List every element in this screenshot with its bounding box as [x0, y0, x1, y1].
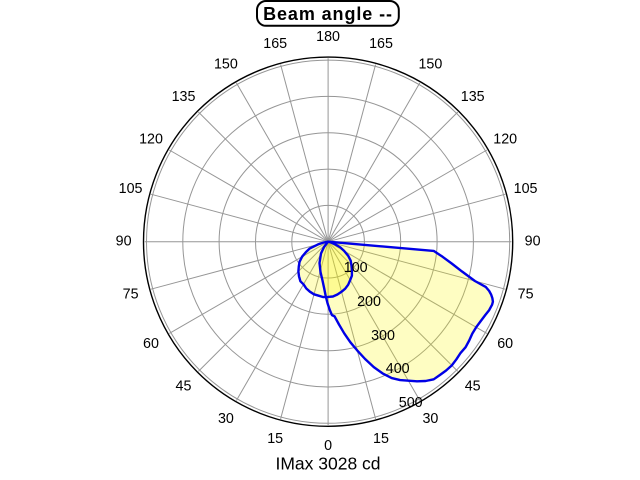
svg-text:100: 100 — [344, 260, 368, 276]
svg-text:IMax 3028 cd: IMax 3028 cd — [275, 454, 380, 474]
svg-text:0: 0 — [324, 438, 332, 454]
svg-text:90: 90 — [116, 234, 132, 250]
svg-text:30: 30 — [218, 411, 234, 427]
svg-text:75: 75 — [518, 287, 534, 303]
svg-text:150: 150 — [214, 57, 238, 73]
svg-text:90: 90 — [525, 234, 541, 250]
svg-text:120: 120 — [493, 132, 517, 148]
svg-text:400: 400 — [386, 361, 410, 377]
svg-text:45: 45 — [176, 378, 192, 394]
svg-text:135: 135 — [172, 89, 196, 105]
svg-text:120: 120 — [139, 132, 163, 148]
svg-text:135: 135 — [461, 89, 485, 105]
svg-text:60: 60 — [497, 336, 513, 352]
svg-text:105: 105 — [514, 181, 538, 197]
svg-text:15: 15 — [267, 431, 283, 447]
svg-text:500: 500 — [399, 395, 423, 411]
svg-text:150: 150 — [418, 57, 442, 73]
svg-text:Beam angle --: Beam angle -- — [263, 4, 393, 24]
svg-text:75: 75 — [123, 287, 139, 303]
svg-text:165: 165 — [263, 36, 287, 52]
svg-text:300: 300 — [371, 328, 395, 344]
svg-text:15: 15 — [373, 431, 389, 447]
svg-text:30: 30 — [422, 411, 438, 427]
svg-text:105: 105 — [119, 181, 143, 197]
svg-text:45: 45 — [465, 378, 481, 394]
svg-text:165: 165 — [369, 36, 393, 52]
svg-text:200: 200 — [357, 294, 381, 310]
svg-text:60: 60 — [143, 336, 159, 352]
svg-text:180: 180 — [316, 29, 340, 45]
